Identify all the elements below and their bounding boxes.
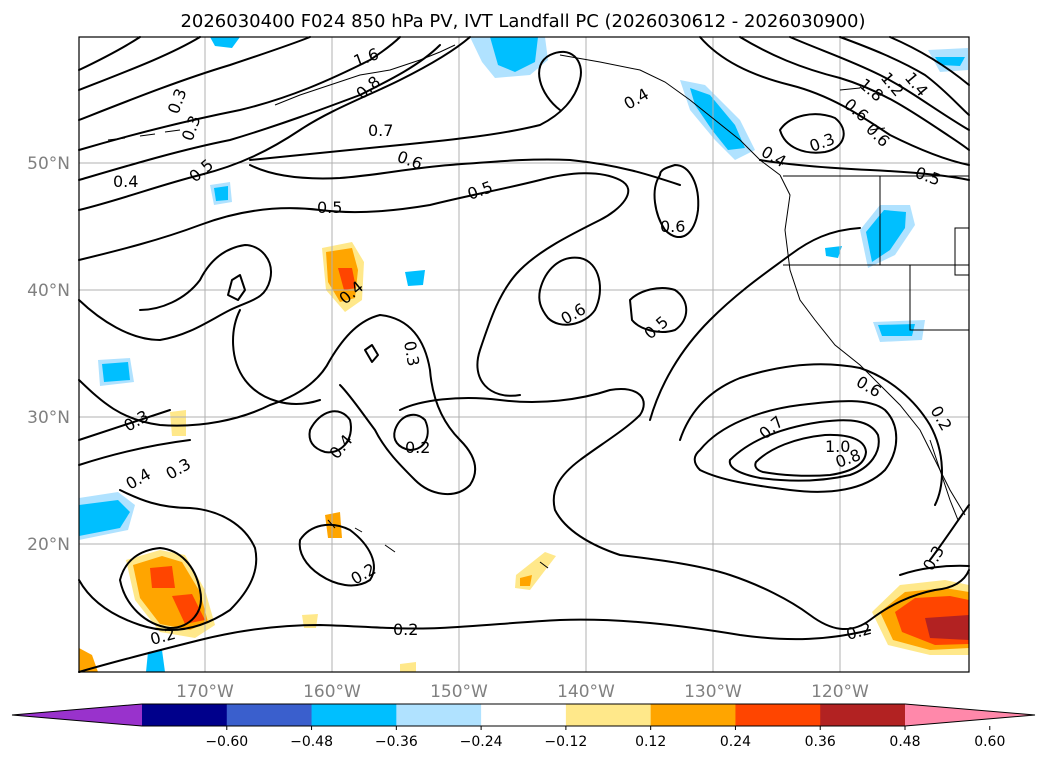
colorbar: −0.60 −0.48 −0.36 −0.24 −0.12 0.12 0.24 0.36 0.4…: [11, 703, 1036, 750]
colorbar-bin: [565, 704, 652, 726]
colorbar-tick-label: 0.24: [720, 734, 751, 750]
lat-tick-label: 40°N: [27, 281, 70, 301]
map-panel: 1.6 0.8 0.3 0.7 0.4 0.5 0.6 0.5 0.5 0.6 …: [78, 36, 970, 673]
contour-label: 0.5: [317, 198, 342, 217]
contour-label: 0.4: [113, 172, 138, 191]
lon-tick-label: 160°W: [303, 682, 361, 702]
colorbar-bin: [142, 704, 228, 726]
contour-label: 1.0: [825, 437, 850, 456]
lon-tick-label: 120°W: [811, 682, 869, 702]
contour-label: 0.7: [368, 121, 393, 140]
graticule: [79, 37, 969, 672]
colorbar-tick-label: −0.60: [205, 734, 248, 750]
lon-tick-labels: 170°W 160°W 150°W 140°W 130°W 120°W: [176, 682, 869, 702]
colorbar-min-extension: [12, 704, 142, 726]
lon-tick-label: 140°W: [557, 682, 615, 702]
colorbar-tick-label: 0.48: [889, 734, 920, 750]
contour-label: 0.2: [405, 438, 430, 457]
lon-tick-label: 170°W: [176, 682, 234, 702]
colorbar-bin: [396, 704, 482, 726]
pv-contours: [78, 36, 970, 673]
colorbar-tick-label: 0.60: [974, 734, 1005, 750]
shading-layer: [79, 37, 969, 672]
colorbar-bin: [820, 704, 906, 726]
colorbar-max-extension: [905, 704, 1035, 726]
colorbar-tick-label: −0.36: [375, 734, 418, 750]
colorbar-tick-label: 0.12: [635, 734, 666, 750]
lat-tick-label: 50°N: [27, 154, 70, 174]
colorbar-tick-label: 0.36: [805, 734, 836, 750]
contour-label: 0.3: [400, 339, 423, 367]
colorbar-bin: [735, 704, 821, 726]
lat-tick-labels: 50°N 40°N 30°N 20°N: [27, 154, 70, 555]
colorbar-bin: [481, 704, 567, 726]
colorbar-bin: [226, 704, 313, 726]
figure-title: 2026030400 F024 850 hPa PV, IVT Landfall…: [180, 11, 865, 32]
map-frame: [78, 36, 970, 673]
lon-tick-label: 130°W: [684, 682, 742, 702]
colorbar-tick-label: −0.12: [544, 734, 587, 750]
positive-anomaly-shading: [79, 242, 969, 672]
colorbar-tick-label: −0.24: [460, 734, 503, 750]
negative-anomaly-shading: [79, 37, 968, 672]
colorbar-tick-label: −0.48: [290, 734, 333, 750]
colorbar-bin: [311, 704, 397, 726]
colorbar-bin: [650, 704, 736, 726]
colorbar-outline: [11, 703, 1036, 727]
contour-label: 0.2: [393, 620, 418, 639]
lat-tick-label: 20°N: [27, 535, 70, 555]
lon-tick-label: 150°W: [430, 682, 488, 702]
lat-tick-label: 30°N: [27, 408, 70, 428]
contour-label: 0.6: [660, 217, 685, 236]
